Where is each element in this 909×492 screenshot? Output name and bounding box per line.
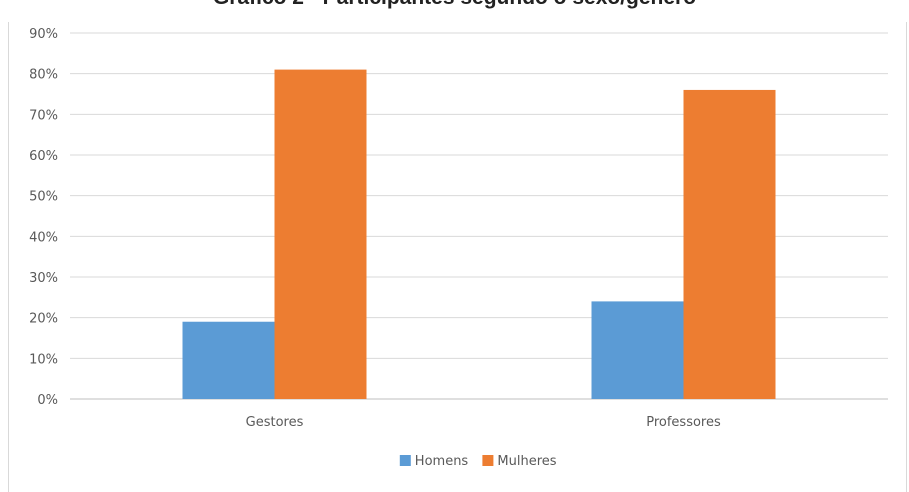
y-tick-label: 40% bbox=[29, 230, 58, 245]
y-tick-label: 30% bbox=[29, 271, 58, 286]
legend: Homens Mulheres bbox=[399, 454, 557, 469]
category-labels: Gestores Professores bbox=[246, 415, 721, 430]
legend-label-homens: Homens bbox=[415, 454, 469, 469]
chart-frame bbox=[8, 22, 907, 492]
legend-label-mulheres: Mulheres bbox=[497, 454, 556, 469]
y-tick-label: 0% bbox=[37, 393, 58, 408]
bar-homens-gestores bbox=[182, 321, 275, 399]
bar-mulheres-gestores bbox=[274, 69, 367, 399]
category-label: Professores bbox=[646, 415, 721, 430]
bar-mulheres-professores bbox=[683, 89, 776, 399]
bars bbox=[182, 69, 776, 399]
legend-swatch-homens bbox=[399, 455, 411, 466]
category-label: Gestores bbox=[246, 415, 304, 430]
y-tick-label: 90% bbox=[29, 27, 58, 42]
y-tick-label: 20% bbox=[29, 312, 58, 327]
y-tick-label: 10% bbox=[29, 352, 58, 367]
chart-title: Gráfico 2 - Participantes segundo o sexo… bbox=[0, 0, 909, 10]
y-tick-label: 70% bbox=[29, 108, 58, 123]
y-tick-label: 80% bbox=[29, 68, 58, 83]
y-axis-tick-labels: 0% 10% 20% 30% 40% 50% 60% 70% 80% 90% bbox=[29, 27, 58, 408]
bar-homens-professores bbox=[591, 301, 684, 399]
legend-swatch-mulheres bbox=[482, 455, 494, 466]
y-tick-label: 60% bbox=[29, 149, 58, 164]
y-tick-label: 50% bbox=[29, 190, 58, 205]
